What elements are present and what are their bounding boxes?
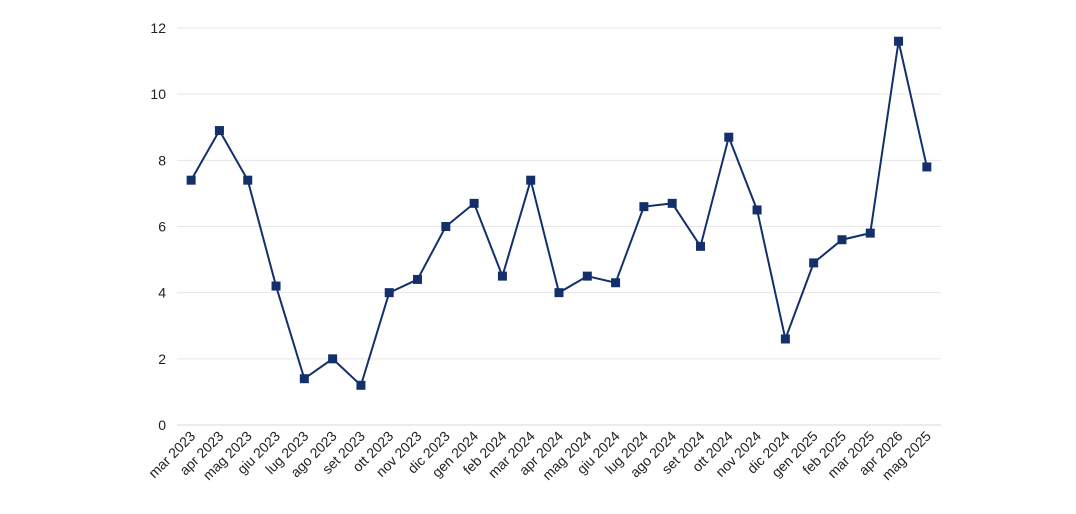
data-point-marker xyxy=(667,198,677,208)
y-tick-label: 12 xyxy=(150,20,166,36)
data-point-marker xyxy=(469,198,479,208)
data-point-marker xyxy=(582,271,592,281)
data-point-marker xyxy=(611,278,621,288)
data-point-marker xyxy=(526,175,536,185)
data-point-marker xyxy=(243,175,253,185)
data-point-marker xyxy=(894,36,904,46)
data-point-marker xyxy=(724,132,734,142)
data-point-marker xyxy=(413,274,423,284)
y-tick-label: 8 xyxy=(158,152,166,168)
data-point-marker xyxy=(554,288,564,298)
y-tick-label: 2 xyxy=(158,351,166,367)
y-tick-label: 0 xyxy=(158,417,166,433)
data-point-marker xyxy=(780,334,790,344)
data-point-marker xyxy=(441,222,451,231)
data-point-marker xyxy=(695,241,705,251)
data-point-marker xyxy=(328,354,338,364)
data-point-marker xyxy=(752,205,762,215)
y-tick-labels: 0 2 4 6 8 10 12 xyxy=(150,20,166,433)
data-point-marker xyxy=(497,271,507,281)
data-point-marker xyxy=(271,281,281,291)
series-layer xyxy=(190,41,928,388)
grid-layer xyxy=(177,27,941,360)
data-point-marker xyxy=(186,175,196,185)
data-point-marker xyxy=(809,258,819,268)
data-point-marker xyxy=(837,235,847,245)
data-point-marker xyxy=(384,288,394,298)
data-point-marker xyxy=(865,228,875,238)
data-point-marker xyxy=(299,374,309,384)
y-tick-label: 6 xyxy=(158,219,166,235)
data-point-marker xyxy=(214,126,224,136)
y-tick-label: 4 xyxy=(158,285,166,301)
data-point-marker xyxy=(922,162,932,172)
data-point-marker xyxy=(639,202,649,212)
marker-layer xyxy=(186,36,932,390)
y-tick-label: 10 xyxy=(150,86,166,102)
series-line xyxy=(190,41,928,388)
data-point-marker xyxy=(356,380,366,390)
